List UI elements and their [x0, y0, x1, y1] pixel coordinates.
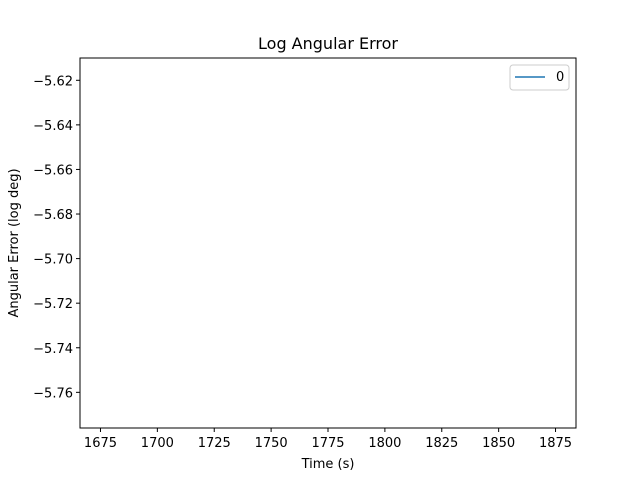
y-axis-label: Angular Error (log deg) — [7, 168, 22, 317]
x-axis-ticks: 1675 1700 1725 1750 1775 1800 1825 1850 1875 — [84, 428, 572, 451]
plot-frame — [79, 57, 577, 429]
x-tick-label: 1825 — [425, 436, 458, 451]
x-axis-label: Time (s) — [301, 457, 355, 472]
y-tick-label: −5.74 — [33, 342, 73, 357]
x-tick-label: 1675 — [84, 436, 117, 451]
legend: 0 — [509, 64, 570, 91]
chart-title: Log Angular Error — [258, 34, 398, 53]
x-tick-label: 1800 — [368, 436, 401, 451]
x-tick-label: 1700 — [141, 436, 174, 451]
x-tick-label: 1875 — [539, 436, 572, 451]
x-tick-label: 1775 — [311, 436, 344, 451]
x-tick-label: 1750 — [255, 436, 288, 451]
y-tick-label: −5.66 — [33, 163, 73, 178]
y-tick-label: −5.76 — [33, 386, 73, 401]
y-tick-label: −5.62 — [33, 74, 73, 89]
x-tick-label: 1850 — [482, 436, 515, 451]
y-tick-label: −5.64 — [33, 119, 73, 134]
y-tick-label: −5.72 — [33, 297, 73, 312]
y-axis-ticks: −5.62 −5.64 −5.66 −5.68 −5.70 −5.72 −5.74 −5.76 — [33, 74, 80, 401]
y-tick-label: −5.68 — [33, 208, 73, 223]
x-tick-label: 1725 — [198, 436, 231, 451]
y-tick-label: −5.70 — [33, 253, 73, 268]
legend-label: 0 — [556, 70, 564, 85]
